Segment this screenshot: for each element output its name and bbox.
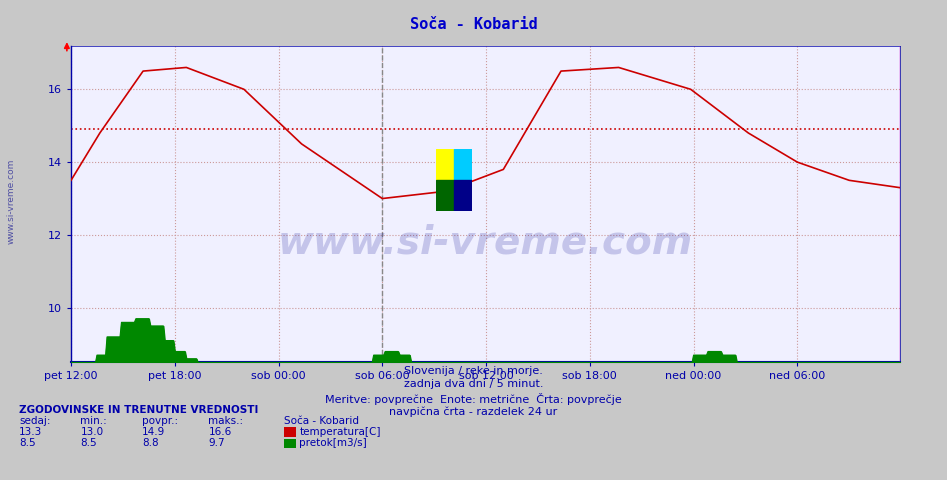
Text: 16.6: 16.6 <box>208 427 232 437</box>
Text: 13.0: 13.0 <box>80 427 103 437</box>
Bar <box>436 180 454 211</box>
Text: 13.3: 13.3 <box>19 427 43 437</box>
Text: 8.8: 8.8 <box>142 438 159 448</box>
Text: 14.9: 14.9 <box>142 427 166 437</box>
Text: 9.7: 9.7 <box>208 438 225 448</box>
Text: navpična črta - razdelek 24 ur: navpična črta - razdelek 24 ur <box>389 406 558 417</box>
Text: www.si-vreme.com: www.si-vreme.com <box>277 223 693 261</box>
Text: 8.5: 8.5 <box>80 438 98 448</box>
Text: 8.5: 8.5 <box>19 438 36 448</box>
Text: ZGODOVINSKE IN TRENUTNE VREDNOSTI: ZGODOVINSKE IN TRENUTNE VREDNOSTI <box>19 405 259 415</box>
Text: povpr.:: povpr.: <box>142 416 178 426</box>
Bar <box>454 149 472 180</box>
Text: Soča - Kobarid: Soča - Kobarid <box>410 17 537 32</box>
Text: pretok[m3/s]: pretok[m3/s] <box>299 438 367 448</box>
Bar <box>436 149 454 180</box>
Text: Meritve: povprečne  Enote: metrične  Črta: povprečje: Meritve: povprečne Enote: metrične Črta:… <box>325 393 622 405</box>
Text: zadnja dva dni / 5 minut.: zadnja dva dni / 5 minut. <box>403 379 544 389</box>
Text: min.:: min.: <box>80 416 107 426</box>
Text: temperatura[C]: temperatura[C] <box>299 427 381 437</box>
Text: maks.:: maks.: <box>208 416 243 426</box>
Text: sedaj:: sedaj: <box>19 416 50 426</box>
Text: www.si-vreme.com: www.si-vreme.com <box>7 159 16 244</box>
Text: Soča - Kobarid: Soča - Kobarid <box>284 416 359 426</box>
Text: Slovenija / reke in morje.: Slovenija / reke in morje. <box>404 366 543 376</box>
Bar <box>454 180 472 211</box>
